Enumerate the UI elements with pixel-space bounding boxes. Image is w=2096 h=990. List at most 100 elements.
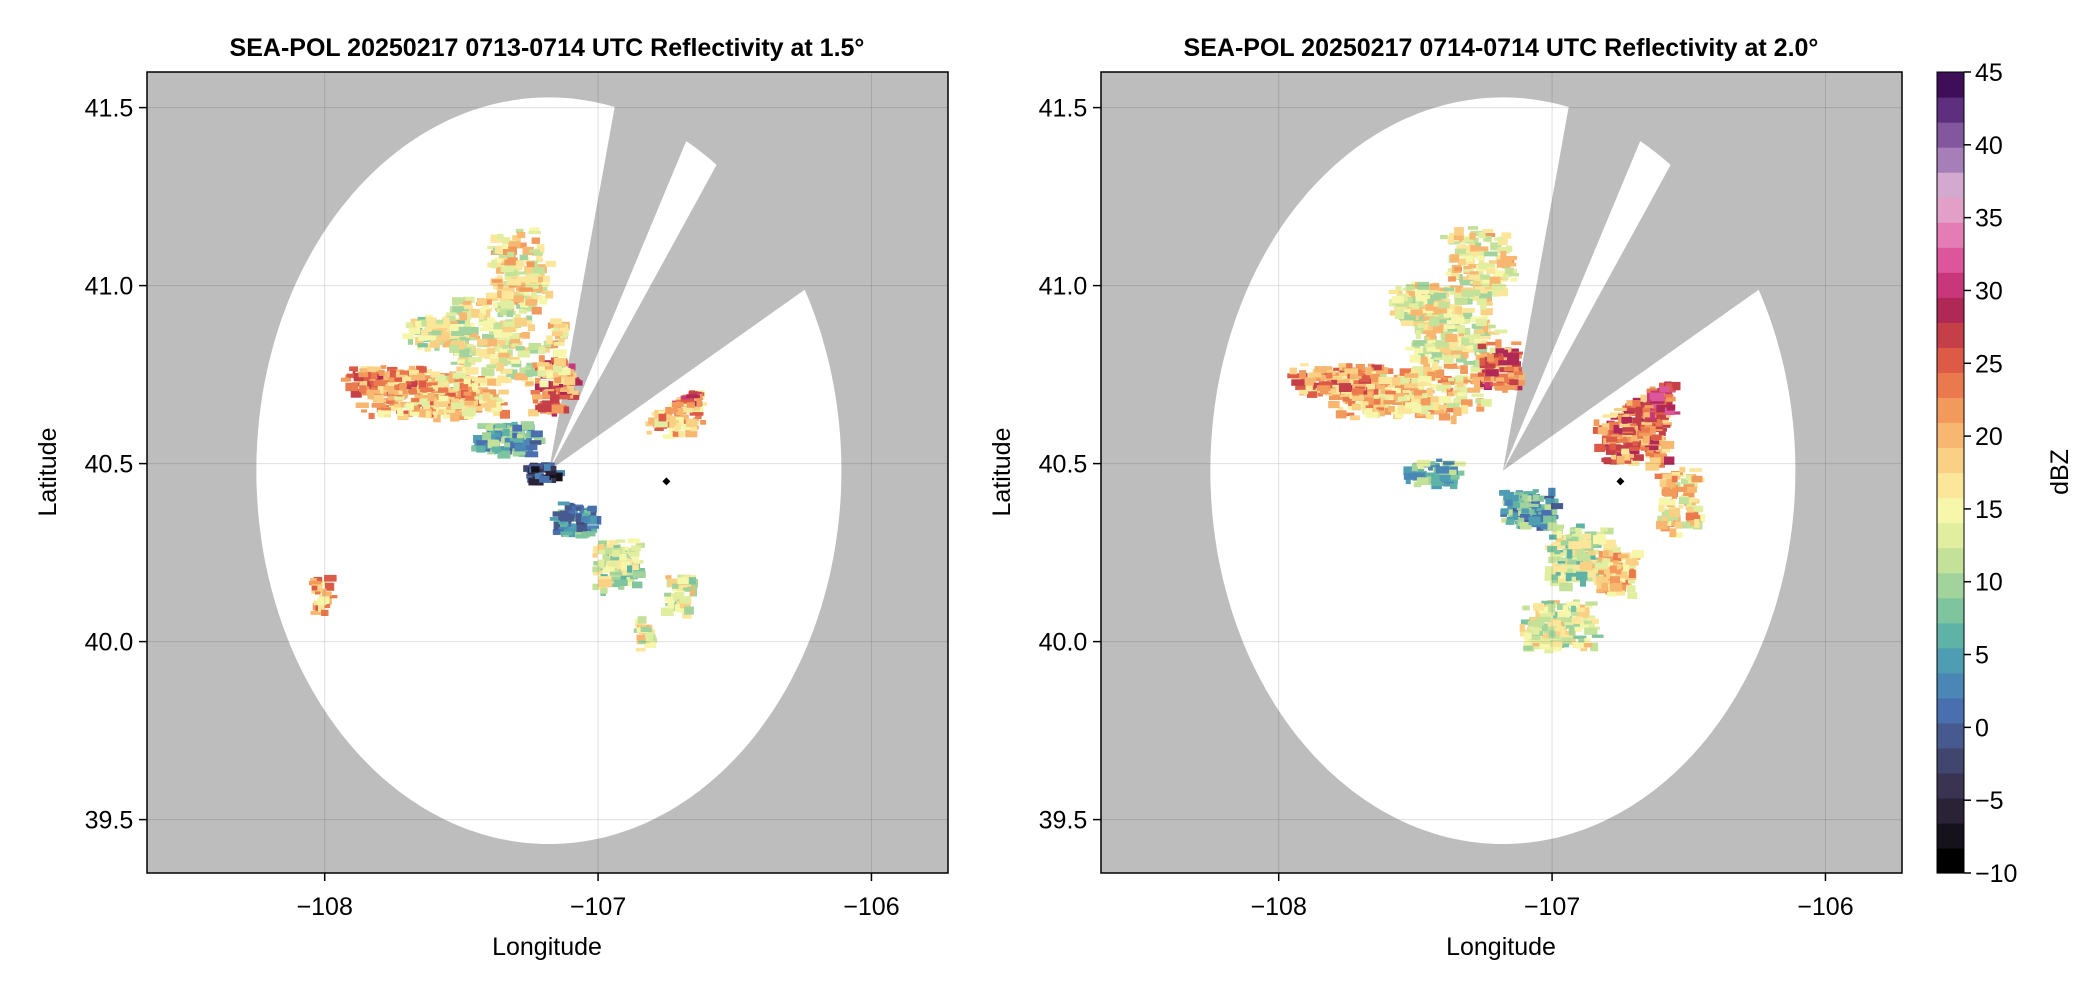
- echo-pixel: [1463, 313, 1473, 317]
- echo-pixel: [1567, 564, 1581, 571]
- echo-pixel: [345, 382, 359, 392]
- echo-pixel: [559, 510, 569, 515]
- echo-pixel: [1506, 348, 1519, 354]
- echo-pixel: [1428, 358, 1434, 364]
- echo-pixel: [567, 529, 580, 538]
- echo-pixel: [424, 343, 432, 352]
- echo-pixel: [1511, 341, 1522, 346]
- echo-pixel: [598, 579, 613, 588]
- echo-pixel: [1450, 346, 1464, 351]
- echo-pixel: [1462, 352, 1469, 359]
- echo-pixel: [528, 409, 539, 417]
- echo-pixel: [1429, 283, 1440, 291]
- echo-pixel: [321, 591, 332, 597]
- echo-pixel: [1358, 370, 1364, 376]
- echo-pixel: [1425, 304, 1435, 311]
- echo-pixel: [1484, 373, 1491, 381]
- echo-pixel: [1460, 243, 1466, 251]
- colorbar-bin: [1937, 547, 1964, 574]
- echo-pixel: [1299, 389, 1309, 395]
- echo-pixel: [525, 299, 538, 306]
- echo-pixel: [1528, 516, 1541, 526]
- echo-pixel: [1422, 393, 1428, 399]
- echo-pixel: [531, 237, 540, 244]
- echo-pixel: [1558, 618, 1572, 622]
- echo-pixel: [1508, 272, 1519, 277]
- echo-pixel: [599, 576, 610, 581]
- echo-pixel: [1680, 478, 1695, 485]
- echo-pixel: [346, 373, 357, 378]
- echo-pixel: [1666, 396, 1676, 402]
- echo-pixel: [636, 621, 643, 628]
- echo-pixel: [1533, 619, 1544, 626]
- echo-pixel: [632, 571, 646, 578]
- echo-pixel: [463, 336, 469, 345]
- echo-pixel: [486, 364, 497, 368]
- echo-pixel: [361, 409, 367, 413]
- echo-pixel: [1520, 619, 1535, 625]
- echo-pixel: [509, 359, 521, 364]
- echo-pixel: [1395, 301, 1409, 307]
- echo-pixel: [645, 632, 654, 639]
- colorbar-ticks: −10 −5 0 5 10 15 20 25 30 35 40 45: [1964, 59, 2017, 888]
- echo-pixel: [662, 434, 676, 439]
- echo-pixel: [315, 591, 321, 595]
- echo-pixel: [551, 411, 558, 417]
- echo-pixel: [1434, 296, 1446, 305]
- echo-pixel: [1561, 637, 1574, 641]
- echo-pixel: [1397, 406, 1412, 414]
- echo-pixel: [1477, 332, 1491, 339]
- echo-pixel: [452, 372, 467, 379]
- echo-pixel: [638, 638, 647, 644]
- echo-pixel: [519, 287, 533, 292]
- echo-pixel: [458, 336, 466, 344]
- echo-pixel: [658, 413, 667, 422]
- echo-pixel: [515, 314, 521, 320]
- echo-pixel: [555, 339, 565, 345]
- echo-pixel: [1488, 331, 1500, 335]
- echo-pixel: [525, 283, 539, 289]
- echo-pixel: [1473, 289, 1481, 297]
- colorbar-tick-label: 40: [1975, 132, 2003, 160]
- echo-pixel: [1418, 288, 1429, 295]
- echo-pixel: [619, 546, 625, 554]
- echo-pixel: [441, 332, 450, 341]
- echo-pixel: [501, 423, 512, 427]
- echo-pixel: [525, 444, 538, 451]
- echo-pixel: [1626, 400, 1633, 406]
- echo-pixel: [367, 366, 381, 375]
- echo-pixel: [528, 342, 542, 350]
- colorbar-bin: [1937, 222, 1964, 248]
- echo-pixel: [1470, 373, 1483, 380]
- echo-pixel: [512, 448, 526, 455]
- echo-pixel: [1438, 404, 1448, 410]
- echo-pixel: [1514, 491, 1528, 498]
- echo-pixel: [509, 241, 521, 249]
- echo-pixel: [1363, 396, 1374, 406]
- echo-pixel: [473, 435, 485, 444]
- echo-pixel: [1436, 458, 1443, 462]
- echo-pixel: [1548, 487, 1556, 497]
- echo-pixel: [507, 251, 515, 258]
- panel-title: SEA-POL 20250217 0713-0714 UTC Reflectiv…: [230, 34, 865, 62]
- echo-pixel: [1403, 473, 1416, 480]
- echo-pixel: [1486, 263, 1495, 268]
- echo-pixel: [377, 385, 384, 394]
- echo-pixel: [1685, 512, 1699, 521]
- echo-pixel: [1299, 370, 1307, 379]
- echo-pixel: [1474, 329, 1484, 334]
- echo-pixel: [445, 330, 457, 338]
- echo-pixel: [1597, 427, 1608, 435]
- echo-pixel: [1542, 623, 1548, 632]
- echo-pixel: [504, 259, 516, 266]
- echo-pixel: [1472, 377, 1486, 384]
- echo-pixel: [471, 382, 479, 391]
- y-tick-label: 40.0: [85, 629, 134, 657]
- echo-pixel: [1461, 405, 1469, 414]
- echo-pixel: [1352, 380, 1365, 384]
- colorbar-tick-label: 10: [1975, 569, 2003, 597]
- echo-pixel: [1626, 558, 1638, 566]
- echo-pixel: [405, 376, 415, 382]
- echo-pixel: [1556, 640, 1570, 648]
- echo-pixel: [1405, 284, 1415, 291]
